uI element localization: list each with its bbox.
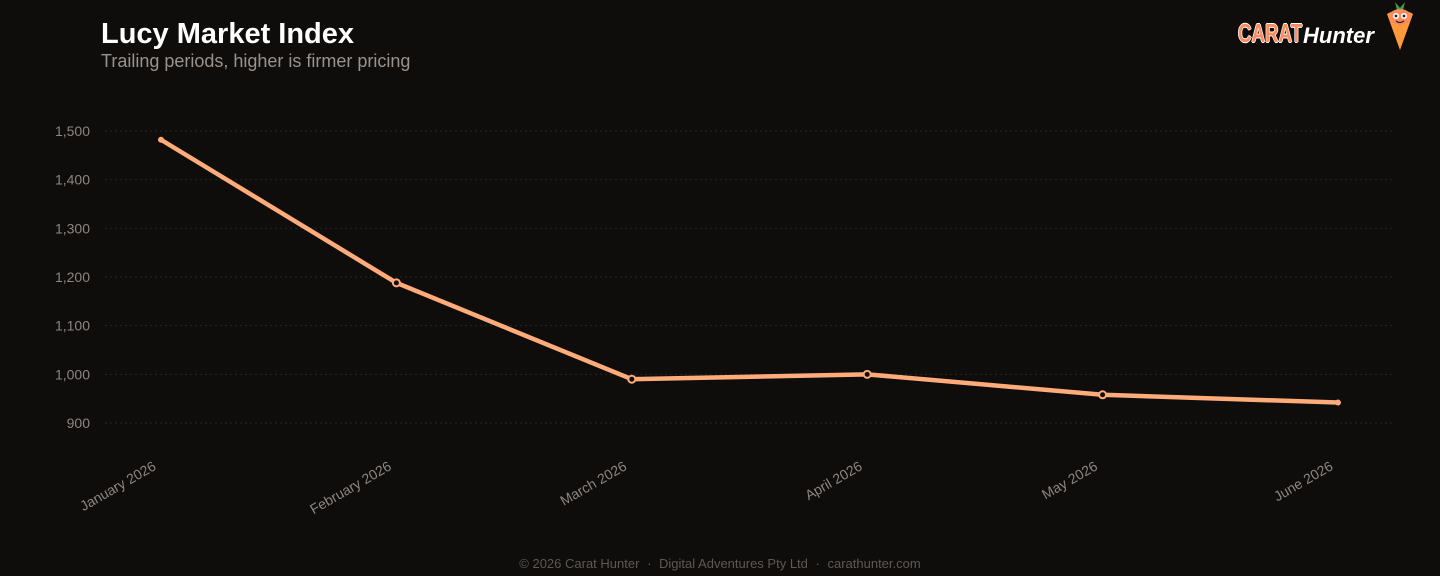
- data-point: [627, 374, 637, 384]
- carat-hunter-logo[interactable]: CARAT Hunter: [1238, 0, 1428, 56]
- x-tick-label: March 2026: [557, 458, 629, 509]
- x-tick-label: February 2026: [307, 458, 394, 517]
- logo-carat-text: CARAT: [1238, 18, 1303, 48]
- data-point: [391, 278, 401, 288]
- y-tick-label: 1,400: [55, 172, 90, 188]
- y-tick-label: 1,300: [55, 220, 90, 236]
- line-chart: 900 1,000 1,100 1,200 1,300 1,400 1,500 January…: [55, 123, 1395, 517]
- y-tick-label: 1,100: [55, 318, 90, 334]
- chart-title: Lucy Market Index: [101, 18, 355, 50]
- x-tick-label: January 2026: [77, 458, 159, 514]
- y-tick-label: 1,000: [55, 366, 90, 382]
- data-point: [1335, 399, 1341, 406]
- footer-site-link[interactable]: carathunter.com: [827, 556, 921, 571]
- x-tick-label: April 2026: [802, 458, 865, 503]
- footer-separator: ·: [647, 556, 652, 571]
- series-line: [158, 137, 1341, 405]
- carrot-mascot-icon: [1387, 2, 1413, 50]
- y-tick-label: 1,200: [55, 269, 90, 285]
- footer-copyright: © 2026 Carat Hunter: [519, 556, 640, 571]
- x-tick-label: May 2026: [1039, 458, 1100, 503]
- chart-subtitle: Trailing periods, higher is firmer prici…: [101, 51, 411, 71]
- data-point: [158, 136, 164, 143]
- logo-hunter-text: Hunter: [1303, 23, 1374, 48]
- y-tick-label: 1,500: [55, 123, 90, 139]
- x-tick-label: June 2026: [1271, 458, 1336, 505]
- footer-company: Digital Adventures Pty Ltd: [659, 556, 808, 571]
- data-point: [862, 369, 872, 379]
- footer-separator: ·: [815, 556, 820, 571]
- footer: © 2026 Carat Hunter · Digital Adventures…: [0, 556, 1440, 571]
- data-point: [1098, 390, 1108, 400]
- y-tick-label: 900: [67, 415, 91, 431]
